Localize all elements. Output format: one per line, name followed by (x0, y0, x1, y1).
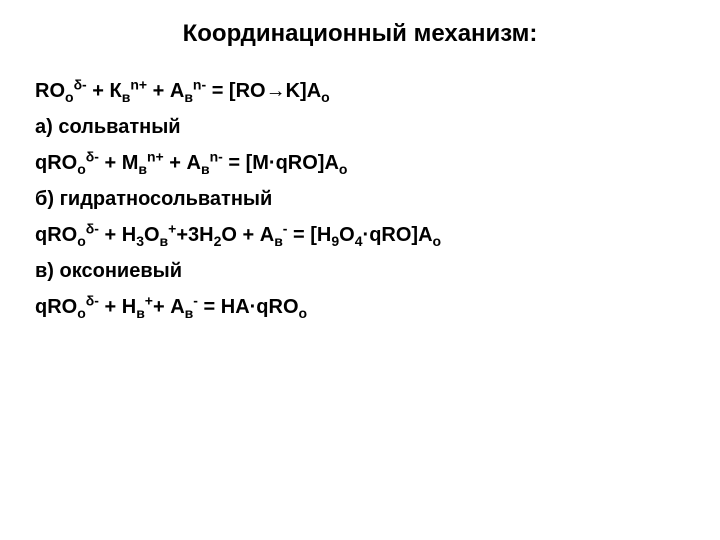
eq4-p3: + А (153, 296, 185, 318)
eq3-sub4b: 4 (355, 233, 363, 249)
eq3-p1: qRO (35, 224, 77, 246)
eq4-p1: qRO (35, 296, 77, 318)
label-c: в) оксониевый (35, 256, 685, 286)
eq3-p3: +3Н (176, 224, 213, 246)
page-title: Координационный механизм: (35, 20, 685, 48)
eq1-sup2: n+ (130, 76, 147, 92)
eq4-sub3: в (185, 305, 194, 321)
eq3-sub2b: в (160, 233, 169, 249)
eq4-sup2: + (145, 292, 153, 308)
eq3-p4: = [Н (287, 224, 331, 246)
eq2-sub4: о (339, 161, 348, 177)
eq3-p3a: О + А (221, 224, 274, 246)
eq3-p4b: ·qRO]A (363, 224, 433, 246)
equation-3: qROоδ- + Н3Ов++3Н2О + Ав- = [Н9О4·qRO]Aо (35, 220, 685, 250)
eq4-sub1: о (77, 305, 86, 321)
eq2-p4: = [М·qRO]A (223, 152, 339, 174)
eq4-p2: + Н (99, 296, 136, 318)
eq2-p3: + А (164, 152, 201, 174)
eq3-sub4c: о (433, 233, 442, 249)
eq2-sup3: n- (210, 148, 223, 164)
eq1-sup3: n- (193, 76, 206, 92)
equation-4: qROоδ- + Нв++ Ав- = НА·qROо (35, 292, 685, 322)
eq1-p3: + А (147, 80, 184, 102)
eq4-sub2: в (136, 305, 145, 321)
eq4-p4: = НА·qRO (198, 296, 299, 318)
equation-1: ROоδ- + Квn+ + Авn- = [RO→K]Aо (35, 76, 685, 106)
eq2-sup2: n+ (147, 148, 164, 164)
eq3-sub4a: 9 (331, 233, 339, 249)
eq3-sub2a: 3 (136, 233, 144, 249)
eq1-sub1: о (65, 89, 74, 105)
eq3-sup1: δ- (86, 220, 99, 236)
eq1-sup1: δ- (74, 76, 87, 92)
eq4-sub4: о (299, 305, 308, 321)
eq3-p2: + Н (99, 224, 136, 246)
eq1-p4: = [RO→K]A (206, 80, 321, 102)
eq1-sub3: в (184, 89, 193, 105)
eq2-sub1: о (77, 161, 86, 177)
eq1-sub4: о (321, 89, 330, 105)
eq2-p1: qRO (35, 152, 77, 174)
label-a: а) сольватный (35, 112, 685, 142)
label-b: б) гидратносольватный (35, 184, 685, 214)
eq1-p2: + К (87, 80, 122, 102)
eq2-p2: + М (99, 152, 138, 174)
eq4-sup1: δ- (86, 292, 99, 308)
eq3-p2a: О (144, 224, 160, 246)
equation-2: qROоδ- + Мвn+ + Авn- = [М·qRO]Aо (35, 148, 685, 178)
eq1-p1: RO (35, 80, 65, 102)
eq2-sub3: в (201, 161, 210, 177)
eq3-p4a: О (339, 224, 355, 246)
eq3-sub1: о (77, 233, 86, 249)
eq3-sub3a: в (274, 233, 283, 249)
eq2-sup1: δ- (86, 148, 99, 164)
eq2-sub2: в (138, 161, 147, 177)
